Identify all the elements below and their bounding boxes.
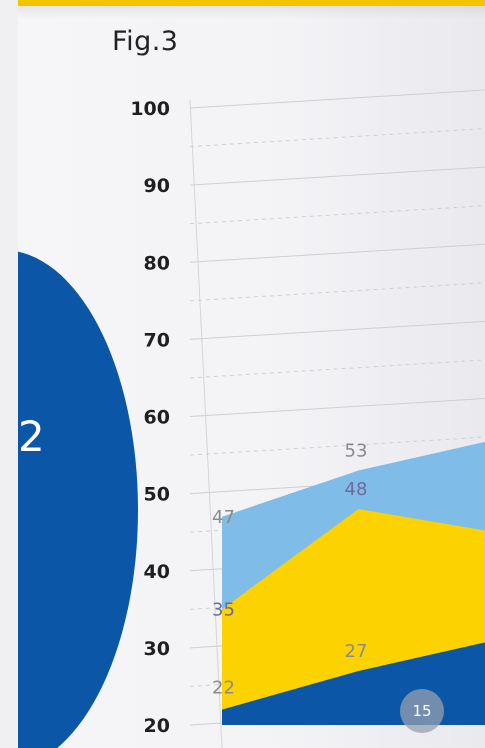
gridline-minor [189, 128, 485, 148]
y-tick-label: 100 [130, 98, 170, 120]
y-tick-label: 20 [144, 715, 170, 737]
data-label: 35 [212, 599, 235, 620]
data-label: 47 [212, 507, 235, 528]
gridline-major [189, 398, 485, 417]
y-tick-label: 40 [144, 561, 170, 583]
y-tick-label: 80 [144, 252, 170, 274]
data-label: 22 [212, 678, 235, 699]
y-axis-ticks: 100 90 80 70 60 50 40 30 20 [130, 98, 170, 737]
gridline-minor [189, 205, 485, 225]
chart-areas [222, 441, 485, 725]
y-tick-label: 70 [144, 329, 170, 351]
gridline-major [189, 320, 485, 340]
data-label: 27 [345, 641, 368, 662]
data-label: 48 [345, 479, 368, 500]
y-tick-label: 60 [144, 407, 170, 429]
gridline-major [189, 243, 485, 263]
page-number-badge: 15 [400, 689, 444, 733]
circle-number: 2 [18, 412, 45, 461]
gridline-minor [189, 359, 485, 379]
gridline-minor [189, 436, 485, 456]
gridline-major [189, 166, 485, 186]
y-axis-line [189, 99, 223, 748]
y-tick-label: 30 [144, 638, 170, 660]
gridline-minor [189, 282, 485, 302]
data-labels: 47 53 35 48 22 27 [212, 440, 367, 698]
data-label: 53 [345, 440, 368, 461]
figure-title: Fig.3 [112, 26, 179, 57]
y-tick-label: 50 [144, 484, 170, 506]
top-yellow-band [18, 0, 485, 6]
y-tick-label: 90 [144, 175, 170, 197]
gridline-major [189, 89, 485, 109]
top-shadow [18, 6, 485, 20]
